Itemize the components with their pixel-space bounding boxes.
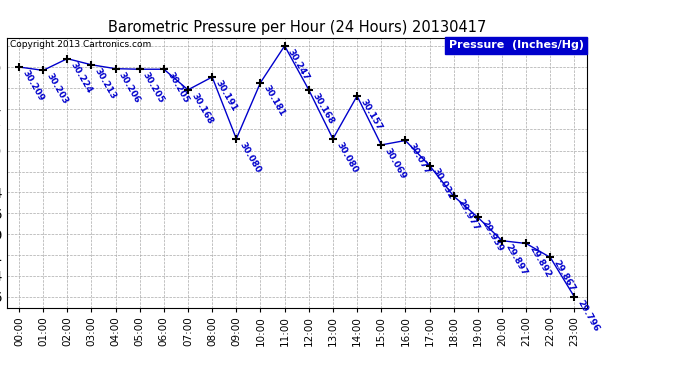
Text: 30.157: 30.157	[359, 98, 384, 132]
Text: 30.213: 30.213	[93, 66, 118, 100]
Text: 29.977: 29.977	[455, 198, 480, 232]
Text: 30.032: 30.032	[431, 167, 456, 201]
Text: 29.892: 29.892	[528, 245, 553, 280]
Text: 30.205: 30.205	[141, 70, 166, 105]
Text: 30.181: 30.181	[262, 84, 287, 118]
Text: 29.939: 29.939	[480, 219, 504, 254]
Title: Barometric Pressure per Hour (24 Hours) 20130417: Barometric Pressure per Hour (24 Hours) …	[108, 20, 486, 35]
Text: 30.247: 30.247	[286, 47, 311, 82]
Text: Pressure  (Inches/Hg): Pressure (Inches/Hg)	[448, 40, 584, 50]
Text: 30.191: 30.191	[214, 78, 239, 113]
Text: 29.867: 29.867	[552, 259, 577, 294]
Text: 30.206: 30.206	[117, 70, 142, 104]
Text: 30.203: 30.203	[45, 72, 70, 106]
Text: 30.069: 30.069	[383, 146, 408, 181]
Text: 30.168: 30.168	[190, 91, 215, 126]
Text: 29.796: 29.796	[576, 298, 601, 333]
Text: 29.897: 29.897	[504, 242, 529, 277]
Text: Copyright 2013 Cartronics.com: Copyright 2013 Cartronics.com	[10, 40, 151, 49]
Text: 30.080: 30.080	[238, 140, 263, 174]
Text: 30.168: 30.168	[310, 91, 335, 126]
Text: 30.077: 30.077	[407, 142, 432, 176]
Text: 30.205: 30.205	[166, 70, 190, 105]
Text: 30.209: 30.209	[21, 68, 46, 103]
Text: 30.224: 30.224	[69, 60, 94, 94]
Text: 30.080: 30.080	[335, 140, 359, 174]
